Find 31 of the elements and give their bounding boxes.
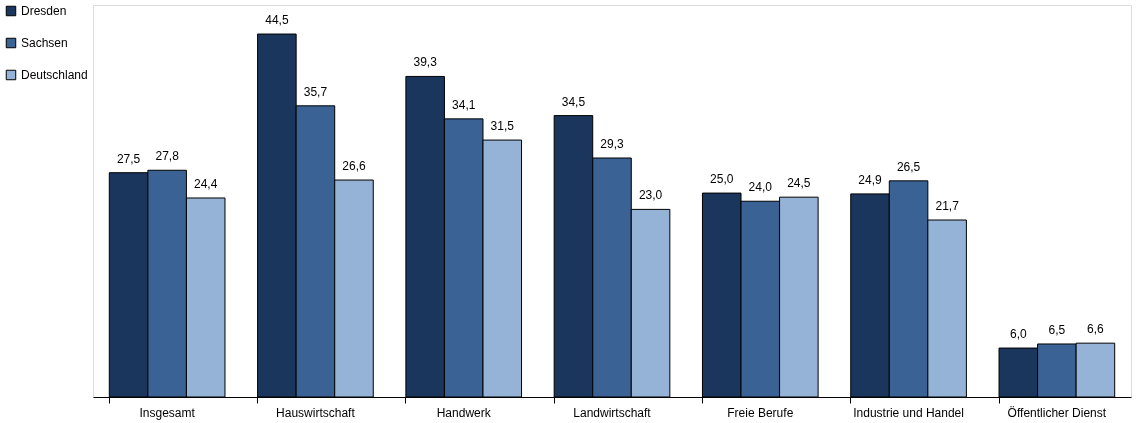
data-label: 27,5 bbox=[116, 151, 141, 166]
data-label: 34,1 bbox=[452, 97, 476, 112]
data-label: 24,0 bbox=[748, 180, 773, 195]
data-label: 23,0 bbox=[638, 188, 663, 203]
x-tick-label: Freie Berufe bbox=[727, 405, 794, 420]
data-label: 6,0 bbox=[1009, 327, 1027, 342]
data-label: 25,0 bbox=[710, 172, 734, 187]
data-label: 6,6 bbox=[1087, 322, 1105, 337]
x-tick-label: Landwirtschaft bbox=[573, 405, 652, 420]
data-label: 21,7 bbox=[935, 199, 960, 213]
data-label: 6,5 bbox=[1048, 322, 1066, 337]
data-label: 35,7 bbox=[303, 84, 328, 99]
legend-label: Dresden bbox=[21, 4, 67, 18]
x-tick-label: Industrie und Handel bbox=[853, 405, 964, 420]
data-label: 26,5 bbox=[896, 159, 921, 174]
data-label: 44,5 bbox=[265, 13, 289, 28]
x-tick-label: Hauswirtschaft bbox=[276, 405, 356, 420]
data-label: 27,8 bbox=[155, 149, 180, 164]
data-label: 24,9 bbox=[858, 172, 883, 187]
legend-label: Deutschland bbox=[21, 68, 88, 82]
data-label: 24,5 bbox=[787, 176, 811, 191]
data-label: 34,5 bbox=[561, 94, 586, 109]
data-label: 24,4 bbox=[194, 176, 218, 191]
data-label: 26,6 bbox=[342, 159, 366, 174]
x-tick-label: Handwerk bbox=[436, 405, 492, 420]
data-label: 39,3 bbox=[413, 55, 438, 70]
data-label: 31,5 bbox=[490, 119, 515, 134]
legend-label: Sachsen bbox=[21, 36, 68, 50]
x-tick-label: Insgesamt bbox=[139, 405, 196, 420]
x-tick-label: Öffentlicher Dienst bbox=[1007, 405, 1107, 420]
data-label: 29,3 bbox=[600, 137, 624, 152]
